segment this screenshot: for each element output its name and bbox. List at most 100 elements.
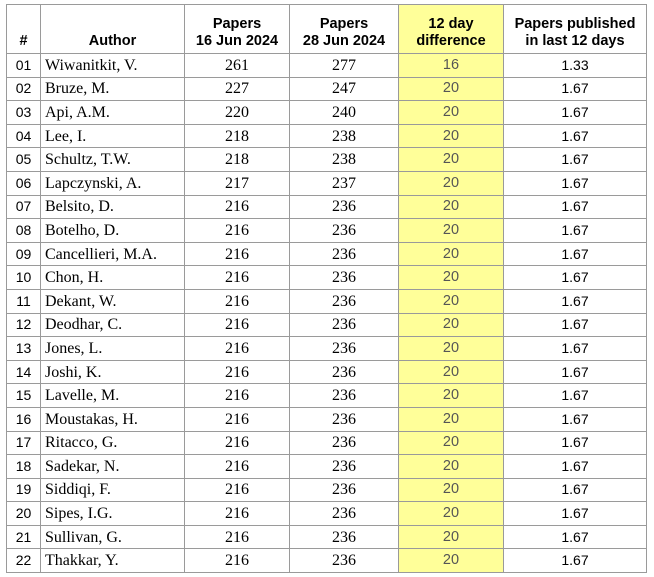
papers-per-day-cell: 1.67 bbox=[503, 501, 647, 526]
author-name-cell: Moustakas, H. bbox=[40, 406, 185, 432]
papers-per-day-cell: 1.33 bbox=[503, 53, 647, 78]
twelve-day-difference-cell: 20 bbox=[398, 430, 504, 456]
table-row: 19 Siddiqi, F. 216 236 20 1.67 bbox=[6, 477, 647, 503]
row-number-cell: 04 bbox=[6, 123, 41, 149]
author-name-cell: Bruze, M. bbox=[40, 76, 185, 102]
papers-16jun-cell: 216 bbox=[184, 406, 290, 432]
papers-per-day-cell: 1.67 bbox=[503, 241, 647, 267]
papers-28jun-cell: 277 bbox=[289, 53, 399, 78]
table-row: 12 Deodhar, C. 216 236 20 1.67 bbox=[6, 312, 647, 338]
row-number-cell: 22 bbox=[6, 548, 41, 574]
author-name-cell: Chon, H. bbox=[40, 265, 185, 290]
papers-16jun-cell: 216 bbox=[184, 288, 290, 314]
row-number-cell: 10 bbox=[6, 265, 41, 290]
papers-28jun-cell: 236 bbox=[289, 454, 399, 479]
papers-28jun-cell: 237 bbox=[289, 170, 399, 196]
papers-28jun-cell: 236 bbox=[289, 477, 399, 503]
twelve-day-difference-cell: 20 bbox=[398, 501, 504, 526]
table-row: 04 Lee, I. 218 238 20 1.67 bbox=[6, 123, 647, 149]
papers-per-day-cell: 1.67 bbox=[503, 524, 647, 550]
author-name-cell: Cancellieri, M.A. bbox=[40, 241, 185, 267]
author-name-cell: Wiwanitkit, V. bbox=[40, 53, 185, 78]
papers-28jun-cell: 236 bbox=[289, 524, 399, 550]
header-num-label: # bbox=[19, 33, 28, 49]
papers-per-day-cell: 1.67 bbox=[503, 76, 647, 102]
header-papers-28jun-line1: Papers bbox=[319, 16, 369, 32]
papers-per-day-cell: 1.67 bbox=[503, 123, 647, 149]
papers-16jun-cell: 261 bbox=[184, 53, 290, 78]
twelve-day-difference-cell: 20 bbox=[398, 265, 504, 290]
papers-per-day-cell: 1.67 bbox=[503, 359, 647, 385]
author-name-cell: Thakkar, Y. bbox=[40, 548, 185, 574]
header-diff-line1: 12 day bbox=[428, 16, 474, 32]
twelve-day-difference-cell: 20 bbox=[398, 241, 504, 267]
twelve-day-difference-cell: 20 bbox=[398, 123, 504, 149]
papers-16jun-cell: 216 bbox=[184, 430, 290, 456]
table-row: 21 Sullivan, G. 216 236 20 1.67 bbox=[6, 524, 647, 550]
papers-16jun-cell: 227 bbox=[184, 76, 290, 102]
papers-per-day-cell: 1.67 bbox=[503, 100, 647, 125]
papers-28jun-cell: 236 bbox=[289, 312, 399, 338]
table-row: 16 Moustakas, H. 216 236 20 1.67 bbox=[6, 406, 647, 432]
papers-per-day-cell: 1.67 bbox=[503, 218, 647, 243]
papers-28jun-cell: 236 bbox=[289, 265, 399, 290]
papers-16jun-cell: 216 bbox=[184, 548, 290, 574]
papers-per-day-cell: 1.67 bbox=[503, 170, 647, 196]
table-row: 11 Dekant, W. 216 236 20 1.67 bbox=[6, 288, 647, 314]
row-number-cell: 09 bbox=[6, 241, 41, 267]
row-number-cell: 16 bbox=[6, 406, 41, 432]
twelve-day-difference-cell: 20 bbox=[398, 147, 504, 172]
papers-16jun-cell: 216 bbox=[184, 383, 290, 408]
row-number-cell: 02 bbox=[6, 76, 41, 102]
table-header: # Author Papers 16 Jun 2024 Papers 28 Ju… bbox=[6, 4, 647, 54]
papers-16jun-cell: 216 bbox=[184, 194, 290, 220]
row-number-cell: 19 bbox=[6, 477, 41, 503]
papers-28jun-cell: 236 bbox=[289, 218, 399, 243]
author-name-cell: Lavelle, M. bbox=[40, 383, 185, 408]
papers-per-day-cell: 1.67 bbox=[503, 312, 647, 338]
author-name-cell: Jones, L. bbox=[40, 336, 185, 361]
papers-per-day-cell: 1.67 bbox=[503, 336, 647, 361]
papers-28jun-cell: 236 bbox=[289, 288, 399, 314]
papers-16jun-cell: 220 bbox=[184, 100, 290, 125]
twelve-day-difference-cell: 20 bbox=[398, 383, 504, 408]
papers-28jun-cell: 236 bbox=[289, 359, 399, 385]
author-name-cell: Belsito, D. bbox=[40, 194, 185, 220]
twelve-day-difference-cell: 20 bbox=[398, 524, 504, 550]
papers-16jun-cell: 216 bbox=[184, 454, 290, 479]
papers-16jun-cell: 216 bbox=[184, 501, 290, 526]
papers-28jun-cell: 247 bbox=[289, 76, 399, 102]
papers-16jun-cell: 216 bbox=[184, 336, 290, 361]
table-row: 20 Sipes, I.G. 216 236 20 1.67 bbox=[6, 501, 647, 526]
row-number-cell: 14 bbox=[6, 359, 41, 385]
twelve-day-difference-cell: 20 bbox=[398, 76, 504, 102]
table-row: 13 Jones, L. 216 236 20 1.67 bbox=[6, 336, 647, 361]
header-papers-28jun: Papers 28 Jun 2024 bbox=[289, 4, 399, 54]
papers-16jun-cell: 216 bbox=[184, 218, 290, 243]
twelve-day-difference-cell: 20 bbox=[398, 406, 504, 432]
papers-28jun-cell: 236 bbox=[289, 383, 399, 408]
row-number-cell: 06 bbox=[6, 170, 41, 196]
twelve-day-difference-cell: 20 bbox=[398, 100, 504, 125]
papers-16jun-cell: 217 bbox=[184, 170, 290, 196]
author-name-cell: Lapczynski, A. bbox=[40, 170, 185, 196]
twelve-day-difference-cell: 20 bbox=[398, 170, 504, 196]
table-row: 07 Belsito, D. 216 236 20 1.67 bbox=[6, 194, 647, 220]
author-name-cell: Ritacco, G. bbox=[40, 430, 185, 456]
row-number-cell: 08 bbox=[6, 218, 41, 243]
twelve-day-difference-cell: 20 bbox=[398, 477, 504, 503]
papers-16jun-cell: 216 bbox=[184, 477, 290, 503]
header-diff-line2: difference bbox=[416, 33, 486, 49]
twelve-day-difference-cell: 20 bbox=[398, 312, 504, 338]
table-row: 10 Chon, H. 216 236 20 1.67 bbox=[6, 265, 647, 290]
row-number-cell: 12 bbox=[6, 312, 41, 338]
row-number-cell: 11 bbox=[6, 288, 41, 314]
row-number-cell: 17 bbox=[6, 430, 41, 456]
papers-16jun-cell: 216 bbox=[184, 359, 290, 385]
row-number-cell: 05 bbox=[6, 147, 41, 172]
author-name-cell: Dekant, W. bbox=[40, 288, 185, 314]
header-papers-28jun-line2: 28 Jun 2024 bbox=[302, 33, 386, 49]
table-row: 18 Sadekar, N. 216 236 20 1.67 bbox=[6, 454, 647, 479]
author-name-cell: Sipes, I.G. bbox=[40, 501, 185, 526]
papers-16jun-cell: 218 bbox=[184, 123, 290, 149]
